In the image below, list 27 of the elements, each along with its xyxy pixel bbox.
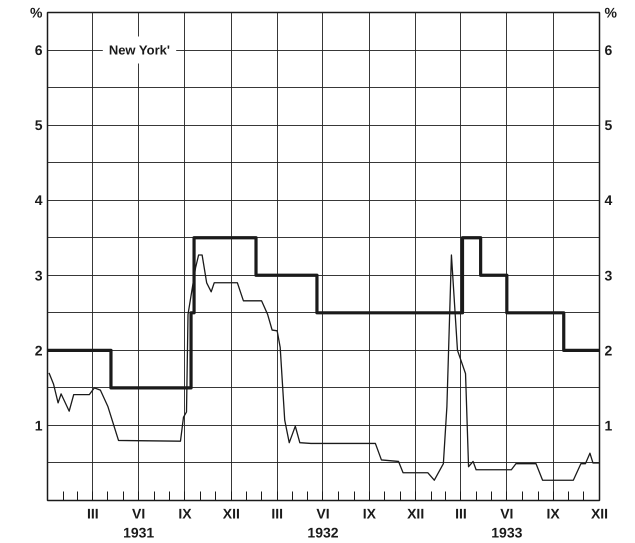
x-tick-label: VI 1932: [307, 506, 339, 541]
y-axis-title: %: [30, 4, 44, 20]
text: New York': [108, 42, 170, 58]
x-tick-label: XII: [590, 506, 608, 522]
x-tick-label: IX: [546, 506, 560, 522]
y2-tick-label: 6: [604, 42, 612, 58]
x-tick-label: VI 1933: [491, 506, 523, 541]
y-tick-label: 3: [34, 267, 43, 284]
y2-tick-label: 1: [604, 417, 612, 434]
y-tick-label: 5: [34, 117, 43, 134]
x-tick-label: III: [271, 506, 283, 522]
y2-tick-label: 3: [604, 267, 612, 284]
x-tick-label: III: [86, 506, 99, 522]
y2-tick-label: 4: [604, 192, 612, 208]
y-tick-label: 2: [34, 342, 43, 358]
x-tick-label: VI 1931: [123, 506, 154, 541]
y2-tick-label: 2: [604, 342, 612, 358]
y-tick-label: 4: [34, 192, 43, 208]
y2-axis-title: %: [604, 4, 618, 20]
y-tick-label: 6: [34, 42, 43, 58]
x-tick-label: III: [455, 506, 467, 522]
y2-tick-label: 5: [604, 117, 612, 134]
x-tick-label: XII: [407, 506, 424, 522]
x-tick-label: XII: [222, 506, 240, 522]
y-tick-label: 1: [34, 417, 43, 434]
x-tick-label: IX: [362, 506, 377, 522]
x-tick-label: IX: [178, 506, 192, 522]
